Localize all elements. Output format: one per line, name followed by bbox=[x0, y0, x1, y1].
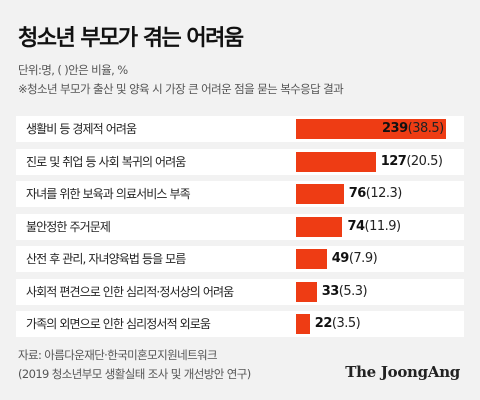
category-label: 불안정한 주거문제 bbox=[26, 219, 111, 234]
bar bbox=[296, 216, 343, 237]
value-number: 33 bbox=[321, 283, 340, 299]
category-label: 가족의 외면으로 인한 심리정서적 외로움 bbox=[26, 317, 211, 331]
bar bbox=[296, 314, 310, 334]
category-label: 자녀를 위한 보육과 의료서비스 부족 bbox=[26, 187, 191, 201]
data-label: 74(11.9) bbox=[347, 214, 402, 240]
value-number: 76 bbox=[348, 186, 367, 201]
bar-row: 진로 및 취업 등 사회 복귀의 어려움 127(20.5) bbox=[16, 148, 464, 175]
data-label: 127(20.5) bbox=[381, 149, 443, 175]
value-percent: (5.3) bbox=[338, 283, 368, 299]
value-number: 49 bbox=[331, 251, 350, 266]
source-line-1: 자료: 아름다운재단·한국미혼모지원네트워크 bbox=[18, 348, 218, 362]
bar-chart: 생활비 등 경제적 어려움 239(38.5) 진로 및 취업 등 사회 복귀의 어… bbox=[16, 116, 464, 337]
bar-row: 자녀를 위한 보육과 의료서비스 부족 76(12.3) bbox=[16, 181, 464, 207]
category-label: 생활비 등 경제적 어려움 bbox=[26, 122, 137, 136]
chart-title: 청소년 부모가 겪는 어려움 bbox=[18, 26, 244, 51]
row-background bbox=[16, 213, 464, 240]
bar bbox=[296, 249, 327, 269]
category-label: 산전 후 관리, 자녀양육법 등을 모름 bbox=[26, 252, 186, 266]
bar-row: 가족의 외면으로 인한 심리정서적 외로움 22(3.5) bbox=[16, 311, 464, 337]
value-percent: (3.5) bbox=[331, 316, 361, 331]
value-number: 22 bbox=[314, 316, 333, 331]
value-number: 239 bbox=[382, 121, 408, 136]
bar bbox=[296, 151, 376, 172]
survey-note: ※청소년 부모가 출산 및 양육 시 가장 큰 어려운 점을 묻는 복수응답 결… bbox=[18, 82, 344, 96]
value-percent: (38.5) bbox=[407, 121, 445, 136]
bar bbox=[296, 184, 344, 204]
bar bbox=[296, 119, 446, 139]
category-label: 사회적 편견으로 인한 심리적·정서상의 어려움 bbox=[26, 284, 234, 299]
row-background bbox=[16, 278, 464, 305]
value-percent: (7.9) bbox=[348, 251, 378, 266]
row-background bbox=[16, 311, 464, 337]
source-line-2: (2019 청소년부모 생활실태 조사 및 개선방안 연구) bbox=[18, 367, 251, 381]
data-label: 22(3.5) bbox=[314, 311, 361, 337]
category-label: 진로 및 취업 등 사회 복귀의 어려움 bbox=[26, 154, 186, 169]
data-label: 33(5.3) bbox=[321, 279, 368, 305]
row-background bbox=[16, 246, 464, 272]
row-background bbox=[16, 148, 464, 175]
data-label: 49(7.9) bbox=[331, 246, 378, 272]
unit-note: 단위:명, ( )안은 비율, % bbox=[18, 63, 128, 77]
row-background bbox=[16, 181, 464, 207]
value-number: 127 bbox=[380, 153, 407, 169]
value-percent: (11.9) bbox=[364, 218, 402, 234]
publisher-logo: The JoongAng bbox=[345, 363, 460, 381]
value-percent: (20.5) bbox=[406, 153, 443, 169]
bar-row: 사회적 편견으로 인한 심리적·정서상의 어려움 33(5.3) bbox=[16, 278, 464, 305]
value-number: 74 bbox=[347, 218, 365, 234]
bar bbox=[296, 281, 317, 302]
bar-row: 산전 후 관리, 자녀양육법 등을 모름 49(7.9) bbox=[16, 246, 464, 272]
data-label: 239(38.5) bbox=[382, 116, 444, 142]
bar-row: 생활비 등 경제적 어려움 239(38.5) bbox=[16, 116, 464, 142]
value-percent: (12.3) bbox=[365, 186, 403, 201]
data-label: 76(12.3) bbox=[348, 181, 403, 207]
bar-row: 불안정한 주거문제 74(11.9) bbox=[16, 213, 464, 240]
